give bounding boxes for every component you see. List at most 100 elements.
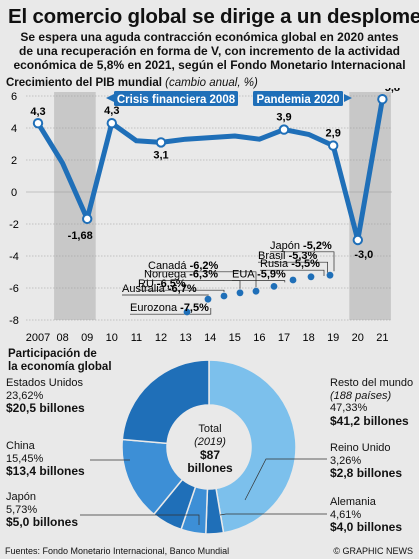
forecast-value: -5,3% xyxy=(289,250,318,262)
forecast-dot xyxy=(270,283,278,290)
donut-label-reino-unido: Reino Unido 3,26% $2,8 billones xyxy=(330,442,402,480)
donut-label-line1: Participación de xyxy=(8,348,97,360)
data-point-label: 5,8 xyxy=(385,88,400,94)
donut-label-name: Alemania xyxy=(330,496,376,508)
shaded-period-1 xyxy=(349,92,391,320)
gdp-series-line xyxy=(35,96,385,243)
donut-label-percent: 15,45% xyxy=(6,452,44,465)
forecast-label: Canadá -6,2% xyxy=(148,260,219,272)
donut-label-amount: $5,0 billones xyxy=(6,515,79,529)
forecast-dot xyxy=(252,287,260,295)
x-tick-label: 08 xyxy=(56,332,68,344)
donut-center-unit: billones xyxy=(187,461,233,475)
donut-center-year: (2019) xyxy=(194,436,226,448)
forecast-country: Rusia xyxy=(260,258,291,270)
forecast-label: EUA -5,9% xyxy=(232,269,286,281)
line-chart-label-main: Crecimiento del PIB mundial xyxy=(6,77,162,89)
period-badge xyxy=(253,91,343,106)
subtitle-line: de una recuperación en forma de V, con i… xyxy=(18,43,400,58)
forecast-leader-line xyxy=(258,261,328,273)
y-tick-label: -4 xyxy=(9,251,19,263)
donut-label-amount: $4,0 billones xyxy=(330,520,403,534)
donut-center-amount: $87 xyxy=(199,448,221,462)
period-badge-label: Pandemia 2020 xyxy=(256,94,339,106)
data-point-label: 3,1 xyxy=(153,149,168,161)
donut-label-name: Resto del mundo xyxy=(330,377,414,389)
donut-leader-line xyxy=(219,513,327,516)
subtitle-line: Se espera una aguda contracción económic… xyxy=(20,30,399,44)
forecast-value: -6,7% xyxy=(168,283,197,295)
donut-label-name: China xyxy=(6,440,35,452)
donut-label-amount: $41,2 billones xyxy=(330,413,409,428)
forecast-dot xyxy=(183,308,191,316)
forecast-label: Brasil -5,3% xyxy=(258,250,318,262)
x-tick-label: 2007 xyxy=(26,332,50,344)
donut-label-resto-del-mundo: Resto del mundo (188 países) 47,33% $41,2 b… xyxy=(330,377,413,427)
forecast-dot xyxy=(220,292,228,300)
line-chart-label-unit: (cambio anual, %) xyxy=(165,77,258,89)
forecast-label: Australia -6,7% xyxy=(122,283,197,295)
badge-arrow-right xyxy=(344,94,352,102)
x-tick-label: 14 xyxy=(204,332,216,344)
sources-footer: Fuentes: Fondo Monetario Internacional, … xyxy=(5,546,230,556)
forecast-leader-line xyxy=(232,280,286,283)
donut-label-alemania: Alemania 4,61% $4,0 billones xyxy=(330,496,402,534)
donut-center-label: Total (2019) $87 billones xyxy=(181,423,239,475)
x-tick-label: 10 xyxy=(106,332,118,344)
forecast-dot xyxy=(307,273,315,281)
x-tick-label: 19 xyxy=(327,332,339,344)
subtitle: Se espera una aguda contracción económic… xyxy=(0,30,419,72)
donut-label-name: Estados Unidos xyxy=(6,377,84,389)
y-tick-label: 2 xyxy=(11,155,17,167)
forecast-label: Japón -5,2% xyxy=(270,240,332,252)
data-point-marker xyxy=(155,137,167,148)
period-badge-label: Crisis financiera 2008 xyxy=(117,94,236,106)
donut-label-line2: la economía global xyxy=(8,361,112,373)
forecast-country: EUA xyxy=(232,269,257,281)
x-tick-label: 11 xyxy=(131,332,142,344)
y-tick-label: 4 xyxy=(11,123,17,135)
forecast-value: -7,5% xyxy=(180,302,209,314)
data-point-marker xyxy=(377,94,388,105)
donut-label-percent: 23,62% xyxy=(6,389,44,402)
donut-label-amount: $20,5 billones xyxy=(6,401,85,415)
donut-label-china: China 15,45% $13,4 billones xyxy=(6,440,85,478)
donut-label-note: (188 países) xyxy=(330,389,392,402)
data-point-marker xyxy=(82,213,93,225)
x-tick-label: 21 xyxy=(376,332,388,344)
donut-label-amount: $13,4 billones xyxy=(6,464,85,478)
forecast-label: Eurozona -7,5% xyxy=(130,302,209,314)
subtitle-line: económica de 5,8% en 2021, según el Fond… xyxy=(13,57,406,72)
forecast-dot xyxy=(204,295,212,303)
donut-label-percent: 47,33% xyxy=(330,402,368,414)
period-badge xyxy=(114,91,238,106)
data-point-marker xyxy=(352,234,363,246)
y-tick-label: 0 xyxy=(11,187,17,199)
y-tick-label: -6 xyxy=(9,283,19,295)
x-tick-label: 12 xyxy=(155,332,167,344)
x-tick-label: 15 xyxy=(229,332,241,344)
data-point-marker xyxy=(106,118,118,129)
forecast-leader-line xyxy=(138,289,225,292)
data-point-marker xyxy=(328,140,339,151)
donut-label-percent: 3,26% xyxy=(330,454,362,467)
donut-center-total: Total xyxy=(198,423,222,435)
forecast-leader-line xyxy=(130,308,212,315)
donut-label-percent: 5,73% xyxy=(6,503,38,516)
data-point-label: -3,0 xyxy=(354,249,373,261)
donut-label-estados-unidos: Estados Unidos 23,62% $20,5 billones xyxy=(6,377,85,415)
forecast-value: -6,5% xyxy=(157,278,186,290)
forecast-leader-line xyxy=(148,271,257,288)
data-point-label: 4,3 xyxy=(104,105,119,117)
forecast-country: Japón xyxy=(270,240,303,252)
data-point-label: 3,9 xyxy=(276,112,291,124)
data-point-marker xyxy=(278,124,290,135)
forecast-country: Brasil xyxy=(258,250,289,262)
forecast-dot xyxy=(326,271,334,279)
data-point-label: 2,9 xyxy=(326,128,341,140)
donut-slice-estados-unidos xyxy=(121,359,210,445)
x-tick-label: 09 xyxy=(81,332,93,344)
donut-label-name: Reino Unido xyxy=(330,442,391,454)
